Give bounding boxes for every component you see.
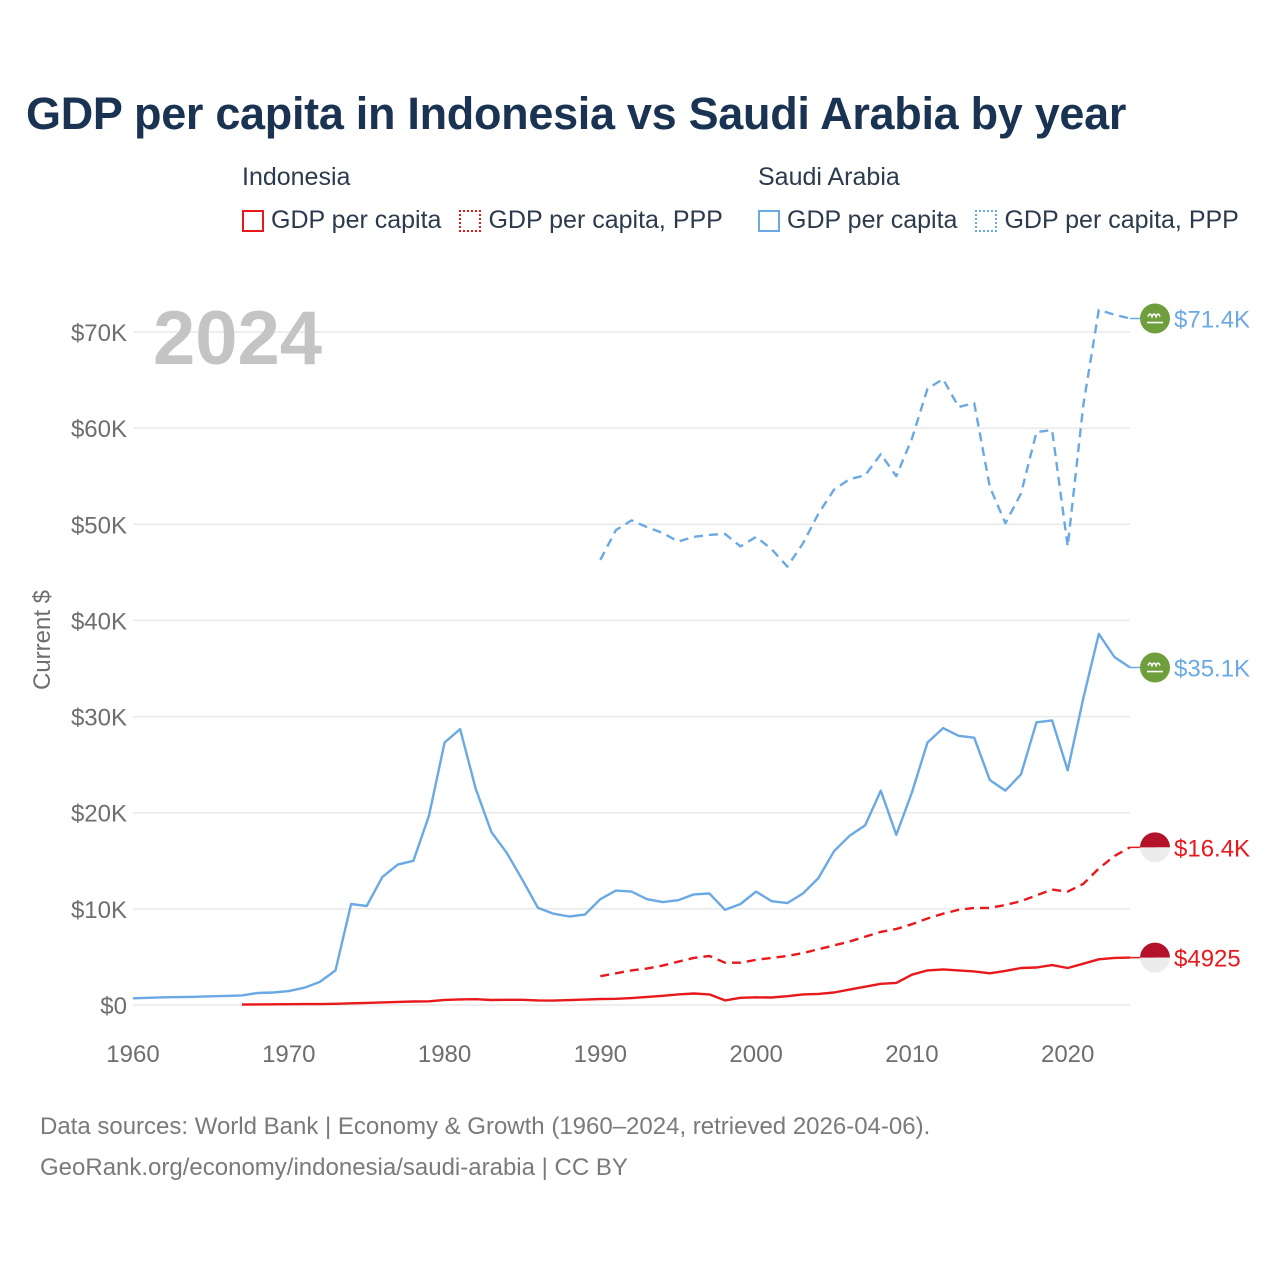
source-line-link[interactable]: GeoRank.org/economy/indonesia/saudi-arab… <box>40 1154 628 1181</box>
series-end-label: $71.4K <box>1174 307 1250 334</box>
legend-label: GDP per capita, PPP <box>488 206 723 234</box>
series-end-labels: $71.4K $35.1K $16.4K $4925 <box>1130 303 1250 973</box>
series-end-label: $35.1K <box>1174 656 1250 683</box>
series-line-1[interactable] <box>132 632 1131 1000</box>
x-tick-label: 1980 <box>418 1041 471 1068</box>
legend-swatch-dotted-icon <box>975 209 998 232</box>
y-tick-label: $20K <box>71 801 127 828</box>
legend-swatch-solid-icon <box>758 209 780 232</box>
chart-title: GDP per capita in Indonesia vs Saudi Ara… <box>26 88 1127 139</box>
source-note: Data sources: World Bank | Economy & Gro… <box>40 1106 930 1188</box>
series-line-2[interactable] <box>600 846 1131 978</box>
y-tick-label: $40K <box>71 608 127 635</box>
x-tick-label: 1990 <box>574 1041 627 1068</box>
y-tick-label: $60K <box>71 416 127 443</box>
y-tick-label: $0 <box>100 993 127 1020</box>
legend-label: GDP per capita <box>787 206 958 234</box>
y-axis-ticks: $0 $10K $20K $30K $40K $50K $60K $70K <box>71 320 127 1020</box>
legend-item-indonesia-gdp-ppp[interactable]: GDP per capita, PPP <box>459 206 723 235</box>
legend-swatch-solid-icon <box>242 209 264 232</box>
indonesia-flag-lower <box>1140 957 1170 973</box>
line-chart: 2024 $0 $10K $20K $30K $40K $50K $60K $70K 1960… <box>29 296 1250 1068</box>
indonesia-flag-icon <box>1140 942 1170 958</box>
x-axis-ticks: 1960 1970 1980 1990 2000 2010 2020 <box>106 1041 1094 1068</box>
y-tick-label: $30K <box>71 705 127 732</box>
year-watermark: 2024 <box>153 296 322 381</box>
series-end-label: $16.4K <box>1174 835 1250 862</box>
x-tick-label: 2010 <box>885 1041 938 1068</box>
series-line-0[interactable] <box>599 308 1131 568</box>
legend-label: GDP per capita, PPP <box>1004 206 1239 234</box>
source-line-data: Data sources: World Bank | Economy & Gro… <box>40 1113 931 1140</box>
legend-group-indonesia: Indonesia GDP per capita GDP per capita,… <box>242 163 741 235</box>
x-tick-label: 2000 <box>729 1041 782 1068</box>
legend-item-saudi-gdp-ppp[interactable]: GDP per capita, PPP <box>975 206 1239 235</box>
series-line-3[interactable] <box>241 956 1131 1006</box>
legend-item-saudi-gdp[interactable]: GDP per capita <box>758 206 957 235</box>
legend-country-indonesia: Indonesia <box>242 163 351 191</box>
y-tick-label: $10K <box>71 897 127 924</box>
x-tick-label: 1970 <box>262 1041 315 1068</box>
x-tick-label: 2020 <box>1041 1041 1094 1068</box>
legend-swatch-dotted-icon <box>459 209 482 232</box>
series-lines <box>132 308 1131 1006</box>
y-axis-label: Current $ <box>29 590 56 690</box>
legend-country-saudi-arabia: Saudi Arabia <box>758 163 900 191</box>
y-tick-label: $70K <box>71 320 127 347</box>
y-tick-label: $50K <box>71 512 127 539</box>
indonesia-flag-icon <box>1140 832 1170 848</box>
legend-group-saudi-arabia: Saudi Arabia GDP per capita GDP per capi… <box>758 163 1257 235</box>
flag-script-mark <box>1147 313 1161 319</box>
indonesia-flag-lower <box>1140 847 1170 863</box>
legend-label: GDP per capita <box>271 206 442 234</box>
saudi-flag-icon <box>1140 652 1170 683</box>
series-end-label: $4925 <box>1174 946 1241 973</box>
flag-script-mark <box>1147 662 1161 668</box>
saudi-flag-icon <box>1140 303 1170 334</box>
legend-item-indonesia-gdp[interactable]: GDP per capita <box>242 206 441 235</box>
x-tick-label: 1960 <box>106 1041 159 1068</box>
